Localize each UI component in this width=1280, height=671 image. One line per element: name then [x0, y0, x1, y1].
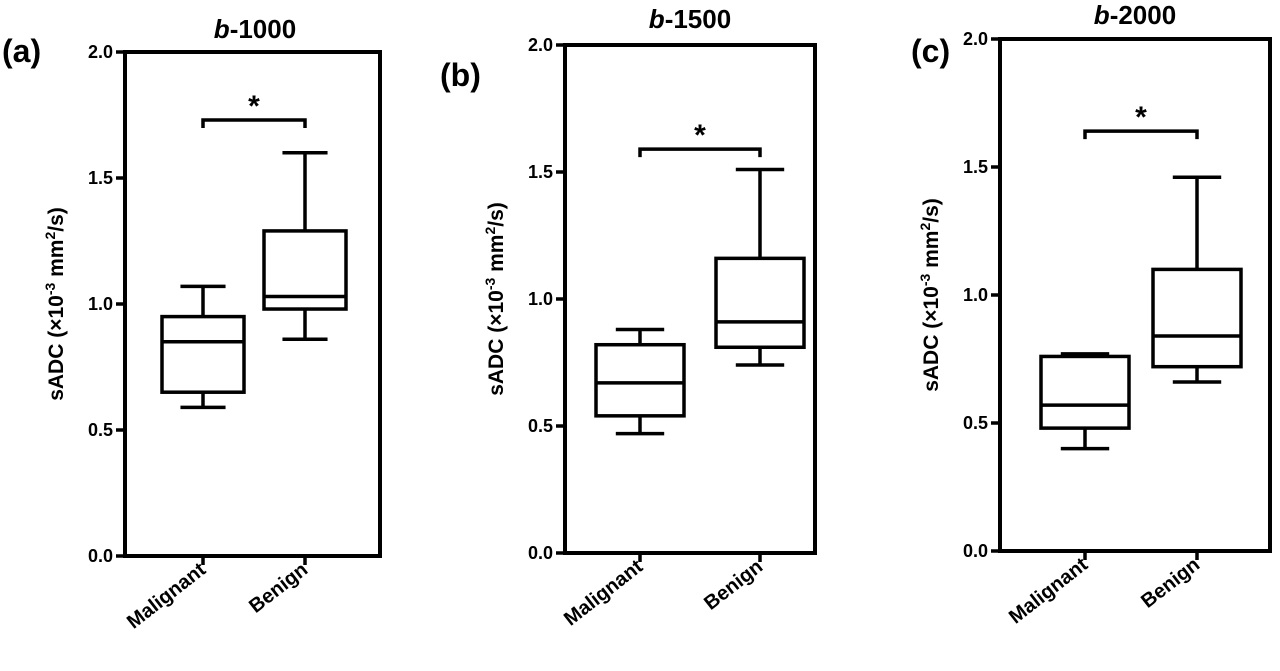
- significance-bracket: [201, 118, 307, 129]
- y-axis-label: sADC (×10-3 mm2/s): [917, 198, 943, 392]
- y-tick-label: 0.5: [88, 420, 113, 440]
- y-tick-label: 1.5: [528, 162, 553, 182]
- chart-title: b-1500: [649, 4, 731, 34]
- y-axis-label: sADC (×10-3 mm2/s): [42, 207, 68, 401]
- chart-panel-a: (a) b-1000 0.0 0.5 1.0 1.5 2.0 sADC (×10-3 mm2/…: [2, 14, 382, 633]
- chart-title: b-2000: [1094, 0, 1176, 30]
- panel-label: (c): [911, 33, 950, 69]
- iqr-box: [594, 342, 686, 418]
- y-tick-label: 1.0: [528, 289, 553, 309]
- box-benign: [1151, 175, 1243, 384]
- y-tick-label: 1.5: [88, 168, 113, 188]
- significance-bracket: [638, 147, 762, 158]
- box-malignant: [594, 327, 686, 436]
- box-benign: [262, 151, 348, 342]
- x-category-label: Malignant: [123, 558, 210, 633]
- y-tick-label: 0.0: [88, 546, 113, 566]
- x-category-label: Benign: [700, 556, 767, 615]
- y-tick-label: 1.0: [88, 294, 113, 314]
- chart-panel-c: (c) b-2000 0.0 0.5 1.0 1.5 2.0 sADC (×10-3 mm2/…: [911, 0, 1272, 628]
- y-tick-label: 1.5: [963, 157, 988, 177]
- y-tick-label: 2.0: [963, 29, 988, 49]
- chart-title: b-1000: [214, 14, 296, 44]
- significance-bracket: [1083, 129, 1199, 140]
- box-malignant: [160, 284, 246, 410]
- y-tick-label: 0.0: [528, 543, 553, 563]
- iqr-box: [160, 314, 246, 394]
- y-tick-label: 0.0: [963, 541, 988, 561]
- significance-marker: *: [248, 90, 260, 123]
- iqr-box: [714, 256, 806, 350]
- x-category-label: Benign: [1137, 554, 1204, 613]
- y-tick-label: 2.0: [528, 35, 553, 55]
- panel-label: (b): [440, 57, 481, 93]
- significance-marker: *: [1135, 101, 1147, 134]
- chart-panel-b: (b) b-1500 0.0 0.5 1.0 1.5 2.0 sADC (×10-3 mm2/…: [440, 4, 817, 630]
- iqr-box: [1151, 267, 1243, 369]
- panel-label: (a): [2, 33, 41, 69]
- iqr-box: [1039, 354, 1131, 430]
- x-category-label: Malignant: [560, 555, 647, 630]
- significance-marker: *: [694, 119, 706, 152]
- x-category-label: Malignant: [1005, 553, 1092, 628]
- x-category-label: Benign: [245, 559, 312, 618]
- y-tick-label: 0.5: [963, 413, 988, 433]
- y-tick-label: 1.0: [963, 285, 988, 305]
- box-benign: [714, 167, 806, 367]
- y-tick-label: 0.5: [528, 416, 553, 436]
- y-tick-label: 2.0: [88, 42, 113, 62]
- y-axis-label: sADC (×10-3 mm2/s): [482, 202, 508, 396]
- box-malignant: [1039, 352, 1131, 451]
